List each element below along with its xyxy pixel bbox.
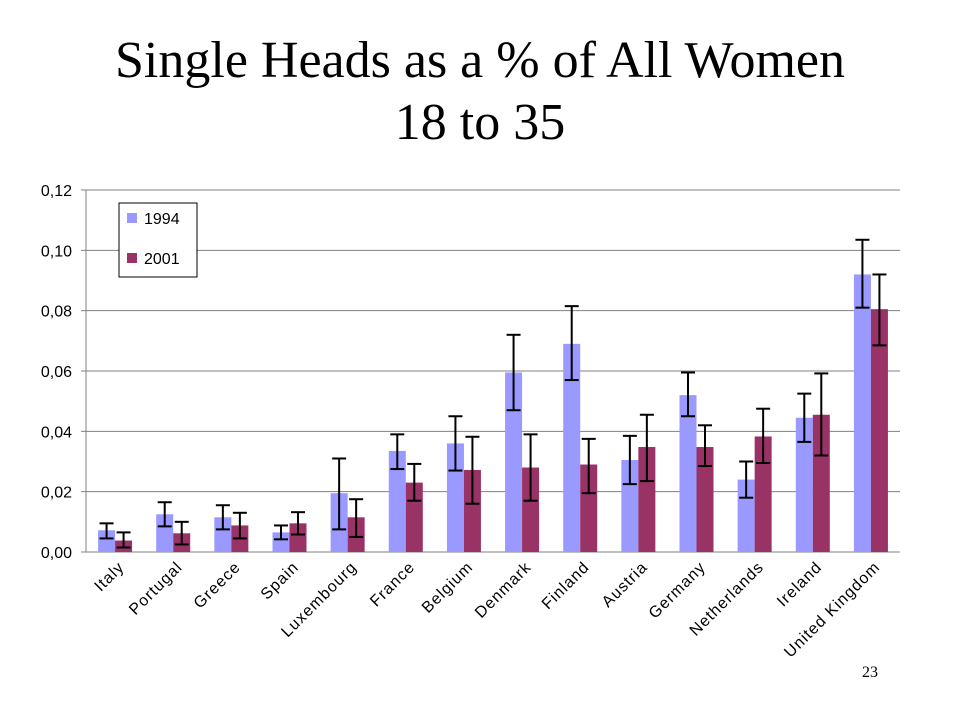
x-tick-label-united-kingdom: United Kingdom: [781, 559, 883, 661]
x-tick-label-france: France: [367, 559, 418, 610]
gridlines: [86, 189, 900, 553]
error-bars: [99, 238, 887, 549]
y-tick-label: 0,10: [41, 243, 72, 260]
bar-2001-finland: [580, 464, 598, 552]
x-tick-label-germany: Germany: [646, 559, 709, 622]
bar-2001-spain: [289, 523, 307, 552]
bar-1994-finland: [563, 343, 581, 552]
legend-swatch-2001: [127, 253, 137, 263]
slide-title: Single Heads as a % of All Women 18 to 3…: [0, 30, 960, 154]
x-tick-label-austria: Austria: [599, 559, 651, 611]
y-tick-label: 0,06: [41, 364, 72, 381]
legend-label-1994: 1994: [144, 211, 180, 228]
bars: [98, 274, 888, 552]
y-tick-label: 0,02: [41, 485, 72, 502]
bar-1994-ireland: [795, 417, 813, 552]
bar-2001-ireland: [812, 414, 830, 552]
bar-1994-spain: [272, 532, 290, 552]
y-tick-label: 0,04: [41, 424, 72, 441]
x-tick-label-denmark: Denmark: [472, 559, 535, 622]
legend-label-2001: 2001: [144, 251, 180, 268]
y-tick-label: 0,00: [41, 545, 72, 562]
x-tick-label-ireland: Ireland: [774, 559, 826, 611]
bar-1994-france: [388, 450, 406, 552]
page-number: 23: [862, 664, 878, 681]
slide-title-line-1: Single Heads as a % of All Women: [115, 32, 845, 89]
bar-1994-germany: [679, 395, 697, 552]
legend-swatch-1994: [127, 213, 137, 223]
bar-2001-united-kingdom: [870, 309, 888, 552]
bar-1994-united-kingdom: [853, 274, 871, 552]
bar-2001-denmark: [522, 467, 540, 552]
bar-2001-netherlands: [754, 436, 772, 552]
y-tick-label: 0,08: [41, 304, 72, 321]
y-tick-label: 0,12: [41, 183, 72, 200]
bar-1994-italy: [98, 530, 116, 552]
x-tick-label-greece: Greece: [191, 559, 244, 612]
bar-2001-austria: [638, 447, 656, 552]
x-tick-label-italy: Italy: [92, 559, 128, 595]
bar-1994-austria: [621, 459, 639, 552]
legend: 1994 2001: [118, 202, 198, 278]
x-tick-label-spain: Spain: [258, 559, 302, 603]
x-tick-label-belgium: Belgium: [419, 559, 477, 617]
bar-1994-greece: [214, 517, 232, 552]
x-tick-label-finland: Finland: [539, 559, 593, 613]
x-tick-label-portugal: Portugal: [126, 559, 186, 619]
bar-1994-portugal: [156, 514, 174, 552]
slide-title-line-2: 18 to 35: [394, 94, 566, 151]
bar-2001-belgium: [463, 469, 481, 552]
bar-1994-denmark: [505, 372, 523, 552]
bar-2001-germany: [696, 447, 714, 552]
